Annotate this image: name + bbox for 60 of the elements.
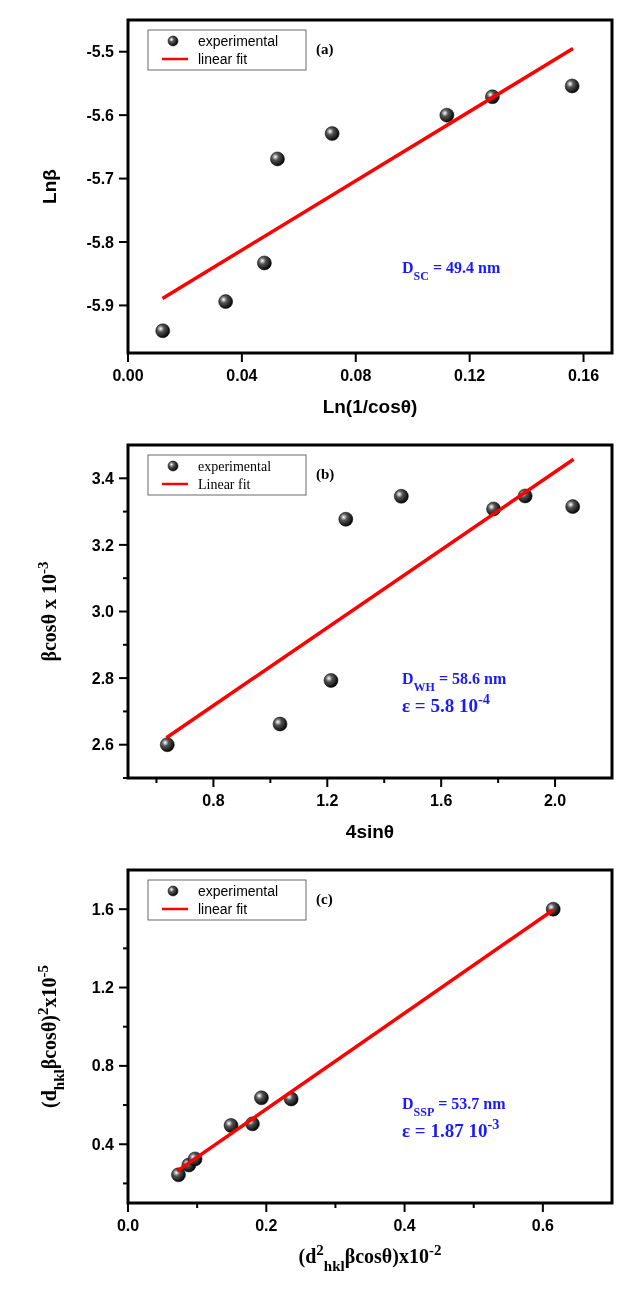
x-axis-title: 4sinθ [345,821,395,842]
point [338,512,354,527]
point [323,673,339,688]
y-tick-label: 2.6 [91,736,115,754]
y-tick-label: 0.8 [91,1057,115,1075]
y-tick-label: 1.6 [91,900,115,918]
x-tick-label: 0.04 [226,367,258,384]
y-tick-label: 3.2 [91,536,115,554]
point [160,737,175,752]
x-tick-label: 1.6 [430,792,453,809]
annotation: ε = 5.8 10$^{-4}$ [402,691,490,716]
x-tick-label: 1.2 [316,792,339,809]
point [272,716,288,732]
y-tick-label: 3.0 [91,603,115,621]
annotation: D$_{SC}$ = 49.4 nm [402,259,501,283]
x-axis-title: Ln(1/cosθ) [322,396,418,417]
y-tick-label: -5.5 [86,43,115,61]
point [155,323,170,339]
text: (b) [316,466,335,483]
point [223,1118,239,1133]
point [324,126,340,141]
x-tick-label: 0.2 [255,1217,278,1234]
annotation: D$_{SSP}$ = 53.7 nm [402,1095,507,1119]
legend-label: experimental [198,32,279,49]
legend-label: linear fit [198,50,248,67]
x-tick-label: 0.08 [340,367,372,384]
legend-label: Linear fit [198,476,251,492]
point [394,489,409,504]
legend-label: linear fit [198,900,248,917]
annotation: D$_{WH}$ = 58.6 nm [402,670,507,694]
point [270,151,285,167]
x-axis-title: (d$^{2}$$_{hkl}$βcosθ)x10$^{-2}$ [298,1242,442,1274]
y-tick-label: 3.4 [91,469,115,487]
annotation: ε = 1.87 10$^{-3}$ [402,1116,500,1141]
x-tick-label: 2.0 [543,792,567,809]
point [257,255,272,271]
y-axis-title: Lnβ [39,169,60,204]
y-tick-label: 1.2 [91,979,115,997]
y-tick-label: 2.8 [91,669,115,687]
legend-label: experimental [198,458,272,474]
y-tick-label: -5.6 [86,106,115,124]
text: (a) [316,41,334,58]
x-tick-label: 0.0 [116,1217,140,1234]
x-tick-label: 0.4 [393,1217,416,1234]
text: (c) [316,891,333,908]
y-tick-label: -5.8 [86,233,115,251]
legend-label: experimental [198,882,279,899]
y-tick-label: 0.4 [91,1135,115,1153]
y-tick-label: -5.9 [86,297,115,315]
point [564,78,580,94]
y-tick-label: -5.7 [86,170,115,188]
point [565,499,580,514]
x-tick-label: 0.12 [454,367,486,384]
point [254,1090,269,1106]
point [439,107,455,123]
x-tick-label: 0.6 [531,1217,555,1234]
x-tick-label: 0.00 [112,367,144,384]
x-tick-label: 0.16 [567,367,600,384]
x-tick-label: 0.8 [202,792,225,809]
point [218,294,233,309]
